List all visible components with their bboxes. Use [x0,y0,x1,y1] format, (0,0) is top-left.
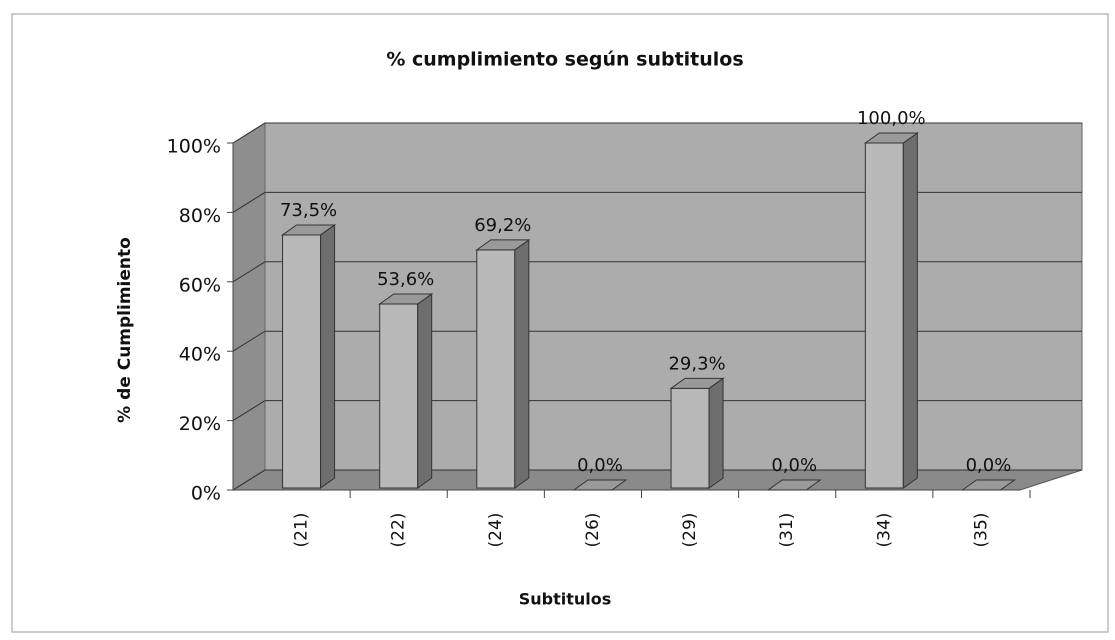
bar [475,238,531,489]
side-wall [232,122,266,491]
grid-line [232,261,1082,283]
bar [378,293,434,489]
x-tick-label: (22) [389,513,409,548]
grid-line [232,122,1082,144]
chart-title: % cumplimiento según subtitulos [386,49,743,71]
y-axis-title: % de Cumplimiento [115,237,135,423]
x-tick-label: (34) [874,513,894,548]
floor [231,469,1083,491]
x-tick-label: (35) [971,513,991,548]
y-tick-label: 60% [179,274,221,296]
bar-top [960,479,1016,491]
value-label: 0,0% [577,455,623,476]
bar-side [514,238,530,489]
value-label: 100,0% [857,108,926,129]
bar [669,377,725,489]
value-label: 73,5% [280,200,337,221]
bar-top [378,293,434,305]
bar-top [281,224,337,236]
bar-front [379,303,419,489]
bar-front [282,234,322,489]
value-label: 69,2% [474,215,531,236]
value-label: 29,3% [668,353,725,374]
x-tick-label: (24) [486,513,506,548]
y-tick-label: 80% [179,205,221,227]
grid-line [232,400,1082,422]
x-tick-label: (26) [583,513,603,548]
bar [766,479,822,491]
value-label: 0,0% [771,455,817,476]
bar-side [417,293,433,489]
bar [863,132,919,489]
bar-top [863,132,919,144]
value-label: 0,0% [966,455,1012,476]
x-axis-title: Subtitulos [519,590,612,609]
bar-top [766,479,822,491]
y-tick-label: 0% [191,483,221,505]
x-tick-label: (29) [680,513,700,548]
value-label: 53,6% [377,269,434,290]
y-tick-label: 20% [179,413,221,435]
bar-front [476,249,516,489]
x-tick-label: (21) [292,513,312,548]
bar [960,479,1016,491]
bar-top [572,479,628,491]
y-tick-label: 100% [167,136,221,158]
y-tick-label: 40% [179,344,221,366]
bar-front [670,387,710,489]
grid-line [232,469,1082,491]
x-tick-label: (31) [777,513,797,548]
bar-top [475,239,531,251]
bar-front [864,142,904,489]
bar [281,223,337,489]
bar-side [708,377,724,489]
grid-line [232,330,1082,352]
bar-top [669,377,725,389]
bar [572,479,628,491]
bar-side [320,223,336,489]
grid-line [232,191,1082,213]
bar-side [902,132,918,489]
